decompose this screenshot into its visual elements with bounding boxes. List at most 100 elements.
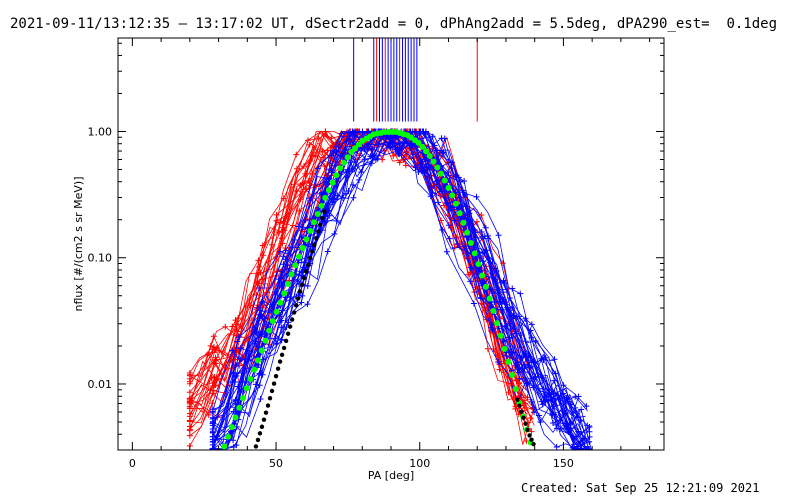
blue-series-marker — [484, 235, 491, 242]
blue-series-marker — [435, 199, 442, 206]
red-series-marker — [322, 128, 329, 135]
blue-series-marker — [489, 326, 496, 333]
black-fit-point — [308, 255, 313, 261]
blue-series-marker — [550, 403, 557, 410]
blue-series-marker — [491, 299, 498, 306]
red-series-marker — [186, 396, 193, 403]
green-fit-point — [240, 395, 247, 402]
blue-series-marker — [229, 347, 236, 354]
red-series-marker — [207, 342, 214, 349]
black-fit-point — [259, 424, 265, 429]
green-fit-point — [310, 219, 317, 226]
black-fit-point — [302, 275, 307, 281]
red-series-marker — [396, 159, 403, 166]
blue-series-marker — [455, 174, 462, 181]
y-axis-label: nflux [#/(cm2 s sr MeV)] — [72, 177, 85, 312]
blue-series-marker — [564, 394, 571, 401]
green-fit-point — [329, 179, 336, 186]
red-series-marker — [210, 333, 217, 340]
red-series-marker — [299, 188, 306, 195]
blue-series-marker — [448, 159, 455, 166]
blue-series-marker — [451, 217, 458, 224]
y-tick-label: 0.01 — [88, 378, 113, 391]
blue-series-marker — [257, 314, 264, 321]
blue-series-marker — [278, 324, 285, 331]
blue-series-marker — [415, 168, 422, 175]
green-fit-point — [348, 149, 355, 156]
red-series-marker — [186, 423, 193, 430]
black-fit-point — [281, 345, 287, 351]
black-fit-point — [297, 289, 303, 294]
blue-series-marker — [302, 217, 309, 224]
green-fit-point — [486, 295, 493, 302]
black-fit-point — [306, 262, 311, 267]
green-fit-point — [314, 210, 321, 217]
blue-series-marker — [251, 324, 258, 331]
green-fit-point — [318, 202, 325, 209]
green-fit-point — [438, 170, 445, 177]
red-series-marker — [257, 269, 264, 276]
red-series-marker — [259, 242, 266, 249]
blue-series-marker — [532, 338, 539, 345]
blue-series-marker — [428, 184, 435, 191]
blue-series-marker — [276, 313, 283, 320]
green-fit-point — [247, 375, 254, 382]
blue-series-marker — [527, 353, 534, 360]
black-fit-point — [277, 359, 283, 364]
blue-series-marker — [503, 352, 510, 359]
green-fit-point — [464, 229, 471, 236]
blue-series-marker — [209, 438, 216, 445]
blue-series-marker — [517, 355, 524, 362]
green-fit-point — [452, 200, 459, 207]
green-fit-point — [467, 239, 474, 246]
blue-series-marker — [540, 356, 547, 363]
green-fit-point — [254, 357, 261, 364]
blue-series-marker — [492, 276, 499, 283]
green-fit-point — [258, 347, 265, 354]
blue-series-marker — [342, 147, 349, 154]
black-fit-point — [300, 282, 305, 287]
blue-series-marker — [434, 178, 441, 185]
blue-series-marker — [557, 417, 564, 424]
black-fit-point — [275, 366, 281, 371]
green-fit-point — [243, 385, 250, 392]
blue-series-marker — [325, 207, 332, 214]
blue-series-marker — [209, 446, 216, 450]
blue-series-marker — [538, 398, 545, 405]
blue-series-marker — [575, 446, 582, 450]
green-fit-point — [479, 272, 486, 279]
blue-series-marker — [441, 135, 448, 142]
black-fit-point — [521, 415, 526, 420]
black-fit-point — [267, 396, 273, 401]
blue-series-marker — [299, 292, 306, 299]
blue-series-marker — [326, 212, 333, 219]
red-series-marker — [186, 432, 193, 439]
black-fit-point — [525, 427, 530, 433]
red-series-marker — [232, 317, 239, 324]
black-fit-point — [519, 409, 524, 414]
green-fit-point — [460, 219, 467, 226]
red-series-marker — [273, 211, 280, 218]
x-tick-label: 50 — [269, 457, 283, 470]
black-fit-point — [255, 437, 261, 443]
red-series-marker — [210, 387, 217, 394]
green-fit-point — [456, 210, 463, 217]
green-fit-point — [482, 283, 489, 290]
black-fit-point — [517, 403, 522, 408]
blue-series-marker — [371, 151, 378, 158]
green-fit-point — [292, 262, 299, 269]
blue-series-marker — [358, 169, 365, 176]
green-fit-point — [430, 158, 437, 165]
x-tick-label: 0 — [129, 457, 136, 470]
blue-series-line — [212, 130, 590, 450]
green-fit-point — [352, 145, 359, 152]
blue-series-marker — [569, 433, 576, 440]
blue-series-marker — [522, 338, 529, 345]
blue-series-marker — [260, 356, 267, 363]
blue-series-marker — [581, 435, 588, 442]
blue-series-marker — [333, 217, 340, 224]
blue-series-marker — [369, 145, 376, 152]
black-fit-point — [316, 229, 321, 234]
red-series-marker — [304, 137, 311, 144]
green-fit-point — [337, 165, 344, 172]
